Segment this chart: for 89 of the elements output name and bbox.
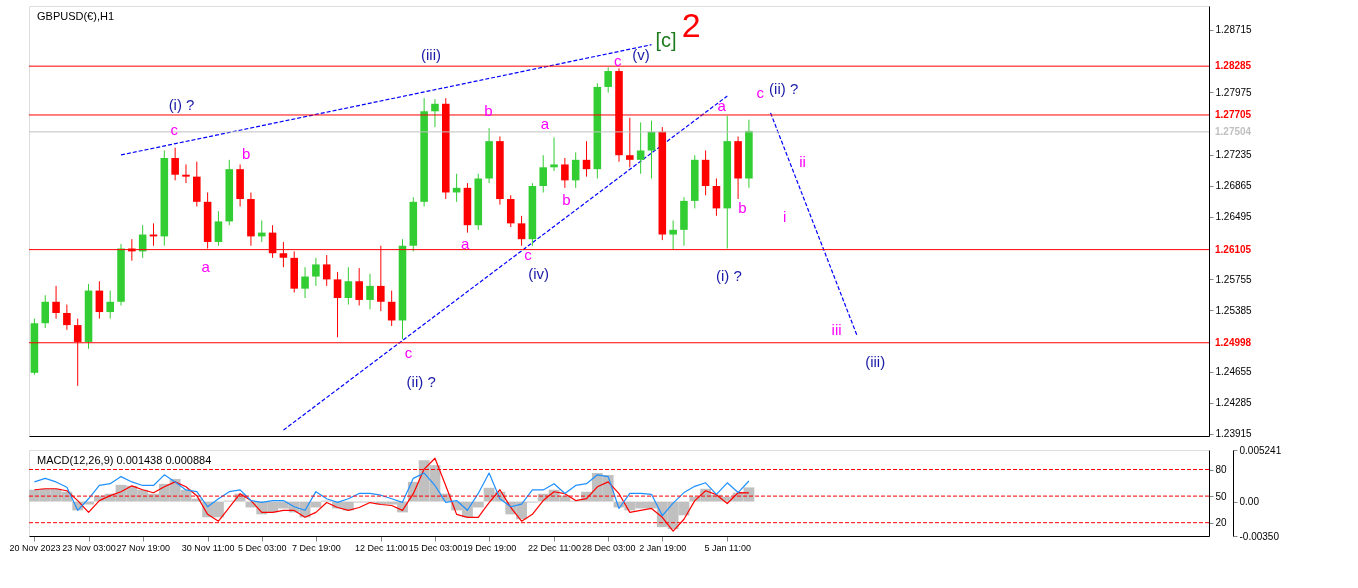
ref-line-label: 1.26105 <box>1215 243 1252 255</box>
candlestick <box>95 280 104 320</box>
candlestick <box>214 210 223 247</box>
annotation: (ii) ? <box>406 372 436 390</box>
y-tick-label: 1.28715 <box>1215 24 1253 36</box>
candlestick <box>41 294 50 329</box>
annotation: a <box>717 96 727 114</box>
y2-tick-label: 50 <box>1215 490 1228 502</box>
annotation: (i) ? <box>168 95 195 113</box>
y-tick-label: 1.27235 <box>1215 149 1253 161</box>
ref-line-label: 1.27504 <box>1215 125 1252 137</box>
annotation: (iv) <box>528 264 550 282</box>
x-tick-label: 2 Jan 19:00 <box>639 542 687 553</box>
x-tick-label: 15 Dec 03:00 <box>408 542 463 553</box>
annotation: (v) <box>632 45 650 63</box>
annotation: b <box>738 198 747 216</box>
annotation: iii <box>831 320 842 338</box>
candlestick <box>63 304 71 331</box>
annotation: a <box>201 258 211 275</box>
y-tick-label: 0.005241 <box>1239 444 1282 456</box>
annotation: 2 <box>681 5 701 44</box>
ref-line-label: 1.27705 <box>1215 108 1252 120</box>
annotation: c <box>404 344 413 362</box>
x-tick-label: 19 Dec 19:00 <box>462 542 517 553</box>
y-tick-label: 1.24285 <box>1215 397 1253 409</box>
annotation: a <box>460 235 470 253</box>
y-tick-label: 1.26495 <box>1215 211 1253 223</box>
x-tick-label: 28 Dec 03:00 <box>581 542 636 553</box>
chart-title: MACD(12,26,9) 0.001438 0.000884 <box>37 454 212 466</box>
candlestick <box>333 271 342 338</box>
candlestick <box>539 154 548 193</box>
line-series <box>33 472 750 517</box>
y-tick-label: -0.00350 <box>1239 530 1280 542</box>
x-tick-label: 5 Dec 03:00 <box>237 542 287 553</box>
candlestick <box>550 136 558 172</box>
candlestick <box>517 215 526 247</box>
candlestick <box>712 178 721 217</box>
candlestick <box>626 117 634 168</box>
x-tick-label: 27 Nov 19:00 <box>116 542 170 553</box>
y-tick-label: 0.00 <box>1239 496 1260 508</box>
y2-tick-label: 80 <box>1215 464 1228 476</box>
candlestick <box>322 254 331 287</box>
candlestick <box>431 98 439 128</box>
annotation: [c] <box>655 28 677 51</box>
annotation: (iii) <box>865 352 886 370</box>
ref-line-label: 1.24998 <box>1215 336 1252 348</box>
annotation: (ii) ? <box>769 79 799 97</box>
x-tick-label: 23 Nov 03:00 <box>62 542 116 553</box>
annotation: c <box>524 245 533 263</box>
annotation: c <box>170 120 179 138</box>
x-tick-label: 20 Nov 2023 <box>9 542 61 553</box>
candlestick <box>669 220 677 250</box>
ref-line-label: 1.28285 <box>1215 60 1252 72</box>
annotation: c <box>756 84 765 102</box>
x-tick-label: 12 Dec 11:00 <box>354 542 408 553</box>
annotation: c <box>613 52 622 70</box>
candlestick <box>301 266 309 299</box>
y2-tick-label: 20 <box>1215 517 1228 529</box>
annotation: i <box>782 208 787 226</box>
candlestick <box>344 266 353 306</box>
annotation: b <box>562 191 571 209</box>
y-tick-label: 1.24655 <box>1215 366 1253 378</box>
x-tick-label: 22 Dec 11:00 <box>528 542 581 553</box>
annotation: a <box>540 115 550 133</box>
candlestick <box>171 147 179 181</box>
annotation: ii <box>799 152 806 170</box>
candlestick <box>182 163 190 184</box>
y-tick-label: 1.25385 <box>1215 304 1253 316</box>
annotation: b <box>241 145 251 163</box>
candlestick <box>52 285 60 320</box>
y-tick-label: 1.26865 <box>1215 180 1253 192</box>
chart-title: GBPUSD(€),H1 <box>37 10 115 22</box>
y-tick-label: 1.23915 <box>1215 428 1253 440</box>
x-tick-label: 7 Dec 19:00 <box>292 542 341 553</box>
candlestick <box>561 157 569 189</box>
annotation: b <box>484 102 493 120</box>
y-tick-label: 1.27975 <box>1215 86 1253 98</box>
candlestick <box>366 273 374 310</box>
candlestick <box>312 257 320 287</box>
x-tick-label: 30 Nov 11:00 <box>181 542 235 553</box>
x-tick-label: 5 Jan 11:00 <box>704 542 751 553</box>
candlestick <box>571 151 580 189</box>
candlestick <box>355 267 363 306</box>
annotation: (i) ? <box>716 267 742 285</box>
candlestick <box>636 121 645 175</box>
candlestick <box>604 66 612 94</box>
candlestick <box>106 290 114 320</box>
annotation: (iii) <box>421 45 442 63</box>
y-tick-label: 1.25755 <box>1215 273 1253 285</box>
